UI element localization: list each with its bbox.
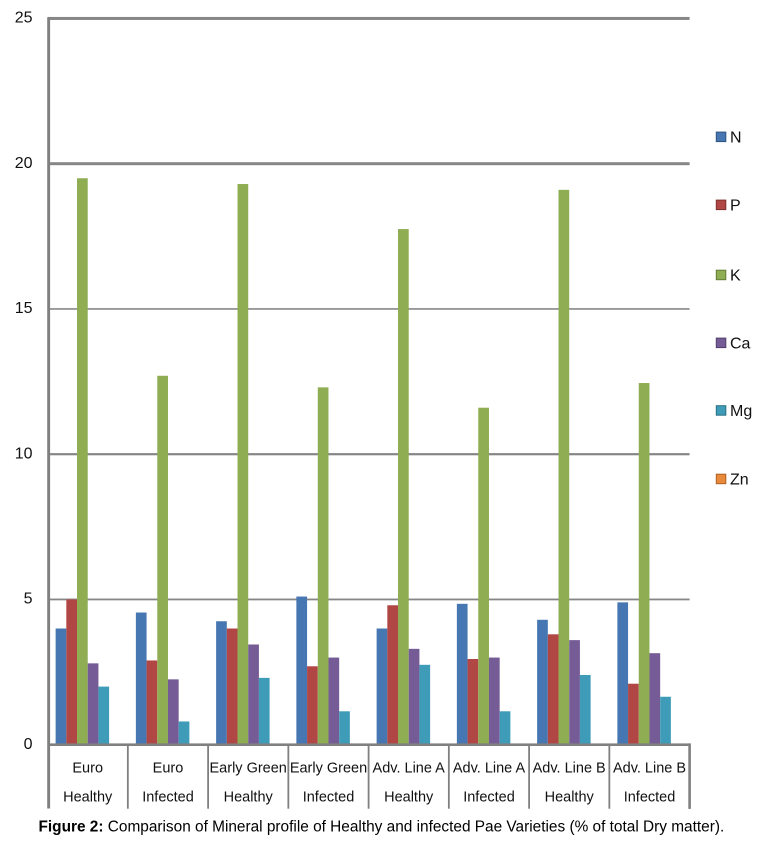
svg-text:10: 10 xyxy=(15,445,33,462)
svg-text:Mg: Mg xyxy=(730,403,752,420)
svg-text:Early Green: Early Green xyxy=(290,761,367,777)
svg-text:K: K xyxy=(730,268,741,285)
svg-text:5: 5 xyxy=(24,591,33,608)
svg-text:Figure 2: Comparison of Minera: Figure 2: Comparison of Mineral profile … xyxy=(39,819,725,836)
svg-text:Adv. Line B: Adv. Line B xyxy=(533,761,606,777)
svg-text:P: P xyxy=(730,197,741,214)
svg-text:Zn: Zn xyxy=(730,472,749,489)
svg-text:15: 15 xyxy=(15,300,33,317)
svg-text:Healthy: Healthy xyxy=(384,790,434,806)
svg-text:Infected: Infected xyxy=(463,790,515,806)
svg-text:Euro: Euro xyxy=(72,761,103,777)
svg-text:Adv. Line A: Adv. Line A xyxy=(373,761,446,777)
svg-text:Adv. Line A: Adv. Line A xyxy=(453,761,526,777)
svg-text:0: 0 xyxy=(24,736,33,753)
svg-text:Healthy: Healthy xyxy=(545,790,595,806)
svg-text:Healthy: Healthy xyxy=(63,790,113,806)
svg-text:N: N xyxy=(730,129,742,146)
svg-text:20: 20 xyxy=(15,155,33,172)
svg-text:Early Green: Early Green xyxy=(210,761,287,777)
svg-text:Ca: Ca xyxy=(730,335,751,352)
svg-text:Infected: Infected xyxy=(303,790,355,806)
svg-text:Infected: Infected xyxy=(142,790,194,806)
svg-text:Euro: Euro xyxy=(153,761,184,777)
svg-text:Adv. Line B: Adv. Line B xyxy=(613,761,686,777)
svg-text:Healthy: Healthy xyxy=(224,790,274,806)
svg-text:25: 25 xyxy=(15,10,33,27)
svg-text:Infected: Infected xyxy=(624,790,676,806)
